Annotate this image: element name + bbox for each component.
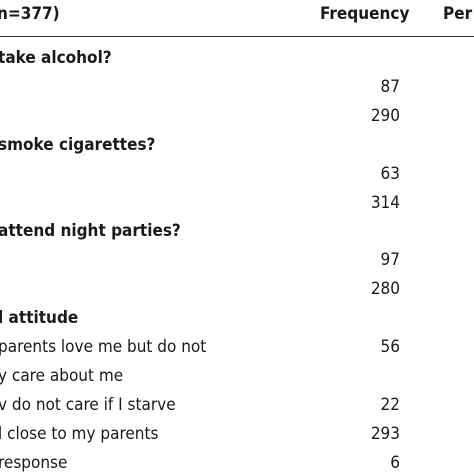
row-frequency: 87 bbox=[380, 76, 400, 97]
row-frequency: 280 bbox=[370, 279, 400, 300]
row-label: y care about me bbox=[0, 365, 124, 386]
row-label: v do not care if I starve bbox=[0, 394, 176, 415]
row-label: l close to my parents bbox=[0, 423, 159, 444]
row-frequency: 314 bbox=[370, 192, 400, 213]
row-frequency: 293 bbox=[370, 423, 400, 444]
row-label: response bbox=[0, 452, 68, 473]
row-frequency: 56 bbox=[380, 337, 400, 357]
row-frequency: 63 bbox=[380, 163, 400, 184]
header-label: n=377) bbox=[0, 4, 60, 24]
section-title: l attitude bbox=[0, 308, 79, 329]
header-percent: Per bbox=[443, 4, 473, 24]
row-frequency: 22 bbox=[380, 394, 400, 415]
header-rule bbox=[0, 36, 474, 37]
row-label: parents love me but do not bbox=[0, 337, 207, 357]
row-frequency: 97 bbox=[380, 250, 400, 271]
header-frequency: Frequency bbox=[320, 4, 410, 24]
section-title: take alcohol? bbox=[0, 48, 112, 68]
row-frequency: 6 bbox=[390, 452, 400, 473]
row-frequency: 290 bbox=[370, 105, 400, 126]
section-title: attend night parties? bbox=[0, 221, 181, 242]
section-title: smoke cigarettes? bbox=[0, 134, 156, 155]
